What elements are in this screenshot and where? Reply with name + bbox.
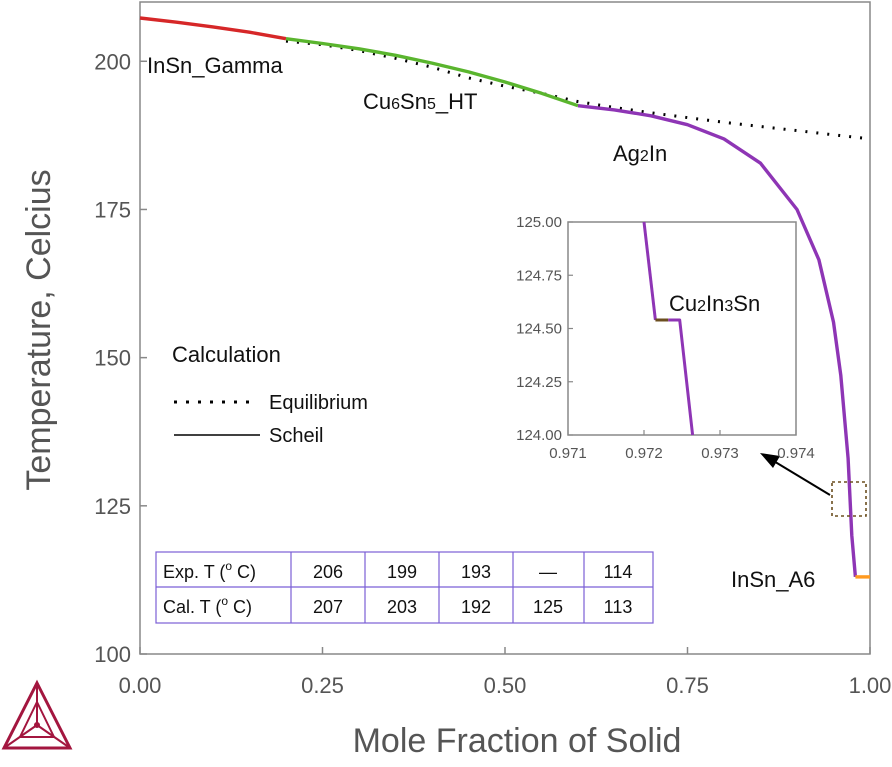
inset-x-tick-labels: 0.971 0.972 0.973 0.974 <box>549 445 815 462</box>
phase-label-cu2in3sn: Cu2In3Sn <box>669 291 760 316</box>
table-row-label: Exp. T (o C) <box>163 559 256 582</box>
x-tick-label: 1.00 <box>849 673 892 698</box>
x-tick-label: 0.50 <box>484 673 527 698</box>
inset-y-tick-labels: 124.00 124.25 124.50 124.75 125.00 <box>516 214 562 444</box>
inset-y-tick-label: 125.00 <box>516 214 562 231</box>
series-equilibrium-line <box>285 39 871 141</box>
y-tick-label: 175 <box>94 197 131 222</box>
zoom-arrow <box>771 459 831 496</box>
table-cell: 206 <box>313 562 343 582</box>
legend-label-equilibrium: Equilibrium <box>269 392 368 414</box>
y-tick-labels: 100 125 150 175 200 <box>94 49 131 667</box>
y-tick-label: 150 <box>94 346 131 371</box>
y-tick-label: 125 <box>94 494 131 519</box>
inset-plot: 0.971 0.972 0.973 0.974 124.00124.25124.501… <box>516 214 815 462</box>
x-tick-label: 0.75 <box>666 673 709 698</box>
inset-y-tick-label: 124.50 <box>516 321 562 338</box>
table-cell: 192 <box>461 597 491 617</box>
y-axis-title: Temperature, Celcius <box>20 169 58 490</box>
x-tick-label: 0.00 <box>119 673 162 698</box>
phase-label-ag2in: Ag2In <box>613 141 667 166</box>
table-cell: — <box>539 562 557 582</box>
table-cell: 193 <box>461 562 491 582</box>
y-tick-label: 100 <box>94 642 131 667</box>
inset-segment-ag2in <box>668 318 695 436</box>
table-row-label: Cal. T (o C) <box>163 594 252 617</box>
inset-x-tick-label: 0.973 <box>701 445 739 462</box>
x-tick-labels: 0.00 0.25 0.50 0.75 1.00 <box>119 673 892 698</box>
phase-label-cu6sn5-ht: Cu6Sn5_HT <box>363 89 477 114</box>
inset-segment-ag2in <box>642 221 657 321</box>
legend-title: Calculation <box>172 342 281 367</box>
table-cells: Exp. T (o C) 206 199 193 — 114 Cal. T (o C) 207… <box>163 559 632 617</box>
y-tick-label: 200 <box>94 49 131 74</box>
legend-label-scheil: Scheil <box>269 425 323 447</box>
phase-label-insn-gamma: InSn_Gamma <box>147 53 283 78</box>
scheil-series <box>139 16 870 579</box>
scheil-segment-ag2in <box>577 104 858 578</box>
inset-y-tick-label: 124.75 <box>516 267 562 284</box>
phase-label-insn-a6: InSn_A6 <box>731 567 815 592</box>
logo <box>1 679 73 750</box>
inset-y-tick-label: 124.00 <box>516 427 562 444</box>
inset-x-tick-label: 0.972 <box>625 445 663 462</box>
scheil-segment-cu6sn5-ht <box>285 37 579 108</box>
table-cell: 113 <box>604 597 633 617</box>
legend: Calculation Equilibrium Scheil <box>172 342 368 447</box>
table-cell: 207 <box>313 597 343 617</box>
inset-series <box>642 221 695 436</box>
table-cell: 114 <box>604 562 633 582</box>
zoom-arrow-head <box>760 453 780 468</box>
axis-ticks <box>139 60 871 655</box>
inset-x-tick-label: 0.971 <box>549 445 587 462</box>
x-axis-title: Mole Fraction of Solid <box>353 722 682 760</box>
temperature-table: Exp. T (o C) 206 199 193 — 114 Cal. T (o C) 207… <box>155 551 654 624</box>
scheil-segment-insn-gamma <box>139 16 287 41</box>
table-cell: 125 <box>533 597 563 617</box>
zoom-region-box <box>831 481 867 517</box>
inset-axis-ticks <box>567 221 797 436</box>
table-cell: 203 <box>387 597 417 617</box>
inset-y-tick-label: 124.25 <box>516 374 562 391</box>
x-tick-label: 0.25 <box>301 673 344 698</box>
inset-x-tick-label: 0.974 <box>777 445 815 462</box>
equilibrium-series <box>285 39 871 141</box>
table-cell: 199 <box>387 562 417 582</box>
